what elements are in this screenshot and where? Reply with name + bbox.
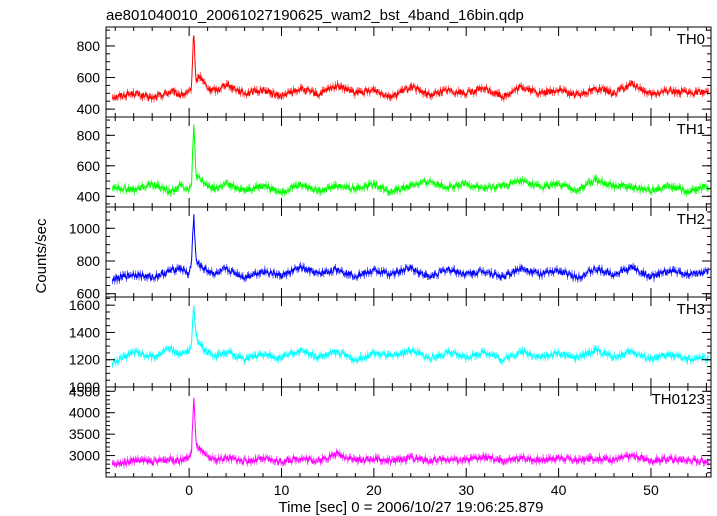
x-tick-label: 20 xyxy=(366,482,382,498)
y-tick-label: 1000 xyxy=(69,220,100,236)
panel-frame xyxy=(105,386,712,478)
y-tick-label: 1000 xyxy=(69,379,100,395)
y-tick-label: 4000 xyxy=(69,405,100,421)
x-axis-label: Time [sec] 0 = 2006/10/27 19:06:25.879 xyxy=(278,499,543,516)
y-tick-label: 400 xyxy=(77,101,101,117)
panel-frame xyxy=(105,296,712,388)
y-tick-label: 3500 xyxy=(69,426,100,442)
panel-label-th1: TH1 xyxy=(677,121,705,138)
panel-th1: 400 600 800 TH1 xyxy=(77,116,712,208)
series-line-th2 xyxy=(112,214,709,283)
y-tick-label: 400 xyxy=(77,188,101,204)
chart-title: ae801040010_20061027190625_wam2_bst_4ban… xyxy=(106,7,524,24)
y-tick-label: 4500 xyxy=(69,383,100,399)
panel-frame xyxy=(105,206,712,298)
y-tick-label: 1200 xyxy=(69,352,100,368)
panel-th3: 1000 1200 1400 1600 TH3 xyxy=(69,296,712,395)
y-axis-label: Counts/sec xyxy=(33,218,50,294)
y-tick-label: 800 xyxy=(77,127,101,143)
panel-th0: 400 600 800 TH0 xyxy=(77,26,712,118)
panel-label-th0: TH0 xyxy=(677,31,705,48)
x-tick-label: 10 xyxy=(274,482,290,498)
x-tick-label: 50 xyxy=(643,482,659,498)
x-tick-label: 0 xyxy=(185,482,193,498)
panel-label-th2: TH2 xyxy=(677,211,705,228)
panel-label-th0123: TH0123 xyxy=(652,391,705,408)
series-line-th3 xyxy=(112,305,709,366)
y-tick-label: 600 xyxy=(77,158,101,174)
y-tick-label: 1600 xyxy=(69,297,100,313)
y-tick-label: 600 xyxy=(77,286,101,302)
series-line-th1 xyxy=(112,124,709,196)
error-bars-th0 xyxy=(112,35,709,103)
panel-frame xyxy=(105,26,712,118)
error-bars-th3 xyxy=(112,308,709,369)
y-tick-label: 800 xyxy=(77,38,101,54)
x-tick-label: 30 xyxy=(458,482,474,498)
panel-frame xyxy=(105,116,712,208)
panel-label-th3: TH3 xyxy=(677,301,705,318)
x-tick-label: 40 xyxy=(551,482,567,498)
y-tick-label: 600 xyxy=(77,70,101,86)
panel-th2: 600 800 1000 TH2 xyxy=(69,206,712,302)
y-tick-label: 1400 xyxy=(69,324,100,340)
y-tick-label: 3000 xyxy=(69,448,100,464)
error-bars-th2 xyxy=(112,222,709,285)
y-tick-label: 800 xyxy=(77,253,101,269)
panel-th0123: 3000 3500 4000 4500 TH0123 xyxy=(69,383,712,478)
series-line-th0 xyxy=(112,35,709,101)
series-line-th0123 xyxy=(112,397,709,469)
